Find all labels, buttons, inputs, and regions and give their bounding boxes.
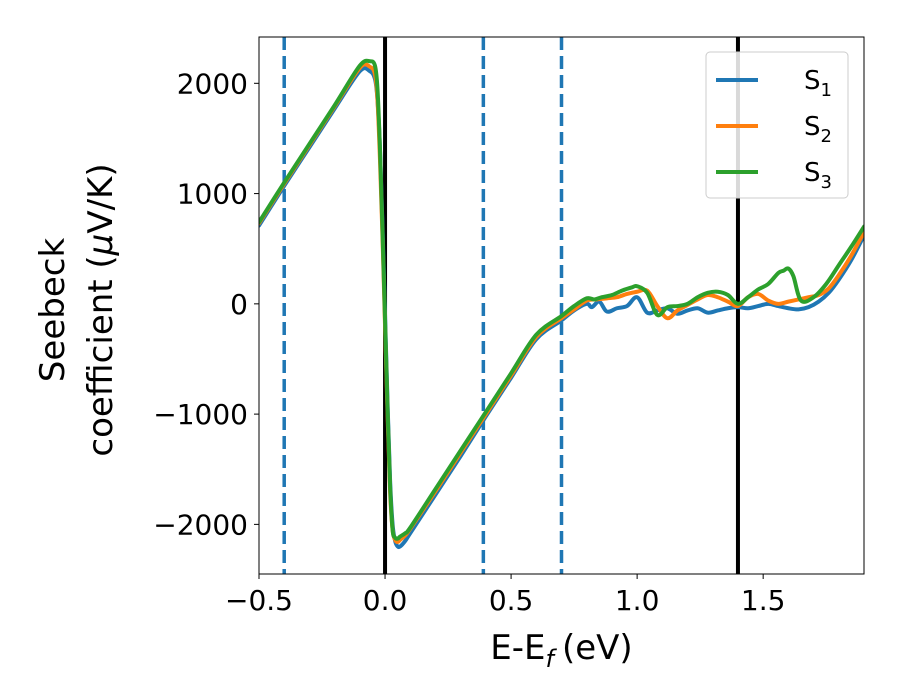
legend-label-s1: S1 bbox=[804, 66, 832, 101]
y-axis-title-line2: coefficient (μV/K) bbox=[81, 163, 121, 456]
x-axis-ticks: −0.5 0.0 0.5 1.0 1.5 bbox=[225, 574, 785, 617]
series-layer bbox=[259, 58, 864, 550]
y-axis-title-line1: Seebeck bbox=[33, 238, 73, 383]
y-tick-label: −1000 bbox=[153, 398, 248, 431]
y-axis-ticks: 2000 1000 0 −1000 −2000 bbox=[153, 67, 259, 541]
x-axis-title: E-Ef (eV) bbox=[490, 628, 632, 673]
y-tick-label: 1000 bbox=[177, 178, 248, 211]
y-tick-label: −2000 bbox=[153, 508, 248, 541]
y-tick-label: 0 bbox=[230, 288, 248, 321]
series-line-s3 bbox=[259, 58, 864, 541]
legend-label-s2: S2 bbox=[804, 112, 832, 147]
y-axis-title: Seebeck coefficient (μV/K) bbox=[33, 163, 121, 456]
y-tick-label: 2000 bbox=[177, 67, 248, 100]
legend-label-s3: S3 bbox=[804, 158, 832, 193]
x-tick-label: 0.0 bbox=[363, 584, 408, 617]
legend: S1 S2 S3 bbox=[705, 51, 849, 199]
x-tick-label: 1.5 bbox=[741, 584, 786, 617]
x-tick-label: −0.5 bbox=[225, 584, 293, 617]
x-tick-label: 0.5 bbox=[489, 584, 534, 617]
legend-box bbox=[705, 51, 849, 199]
plot-frame bbox=[258, 36, 865, 575]
x-tick-label: 1.0 bbox=[615, 584, 660, 617]
